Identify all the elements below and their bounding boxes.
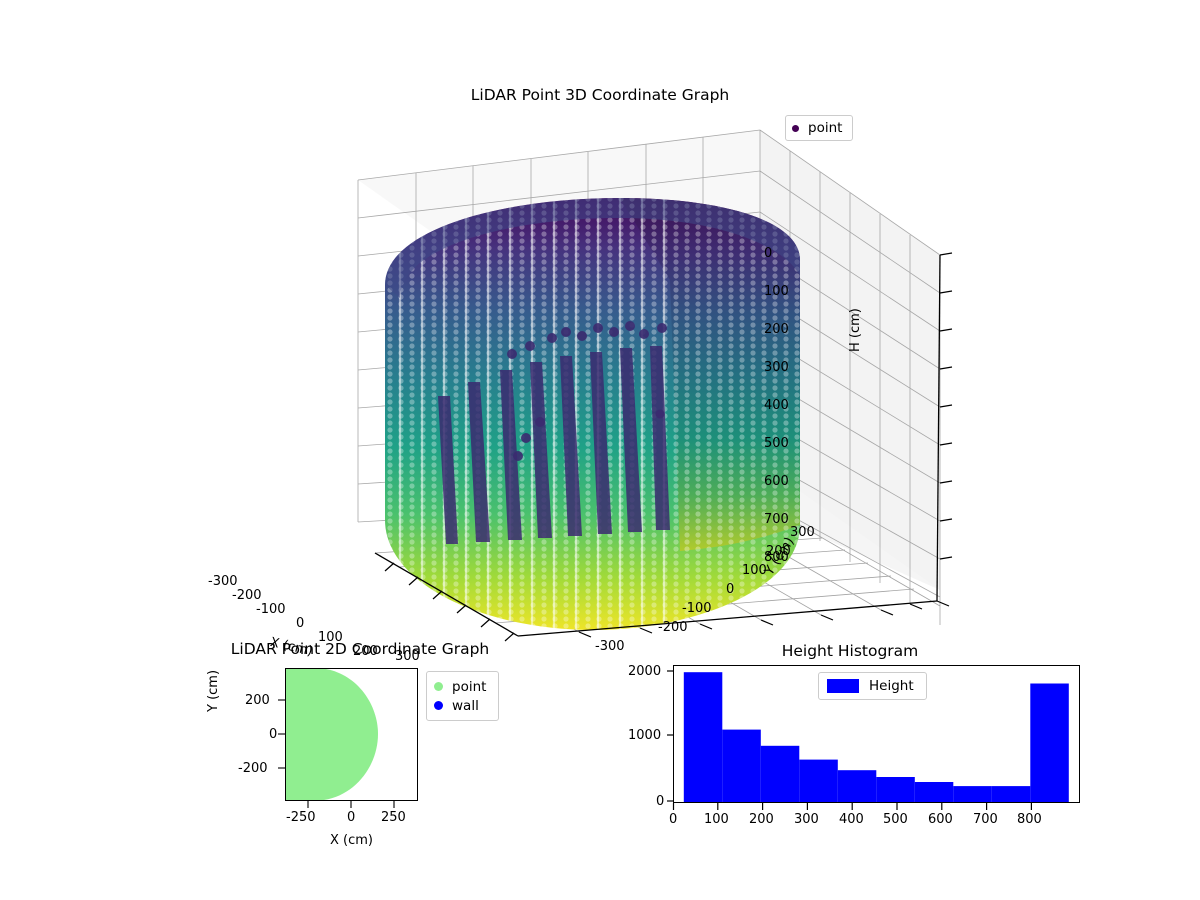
histogram-ytick-1000: 1000 bbox=[628, 728, 662, 743]
histogram-ytick-0: 0 bbox=[656, 794, 665, 809]
histogram-xtick-400: 400 bbox=[839, 812, 864, 827]
histogram-xtick-0: 0 bbox=[669, 812, 678, 827]
plot2d-xtick-marks bbox=[307, 801, 395, 808]
plot2d-ytick-0: 0 bbox=[269, 727, 278, 742]
ztick-800: 800 bbox=[764, 550, 789, 565]
xtick-200: 200 bbox=[353, 644, 378, 659]
axis-lines-3d bbox=[374, 254, 941, 637]
plot-3d-legend: point bbox=[785, 115, 854, 141]
histogram-ytick-marks bbox=[667, 670, 674, 802]
plot-3d-canvas bbox=[200, 70, 1000, 670]
plot2d-xtick-250: 250 bbox=[381, 810, 406, 825]
histogram-xtick-800: 800 bbox=[1017, 812, 1042, 827]
plot2d-ytick-200: 200 bbox=[245, 693, 270, 708]
ztick-300: 300 bbox=[764, 360, 789, 375]
legend-row-point: point bbox=[434, 677, 486, 696]
xtick-n300: -300 bbox=[208, 574, 238, 589]
xtick-0: 0 bbox=[296, 616, 305, 631]
ztick-0: 0 bbox=[764, 246, 773, 261]
ztick-600: 600 bbox=[764, 474, 789, 489]
xtick-n200: -200 bbox=[232, 588, 262, 603]
ytick-200: 200 bbox=[766, 544, 791, 559]
wall-swatch-icon bbox=[434, 701, 443, 710]
plot-2d-frame bbox=[285, 668, 418, 801]
ztick-200: 200 bbox=[764, 322, 789, 337]
plot-height-histogram: Height Histogram He bbox=[620, 640, 1100, 840]
plot2d-xtick-0: 0 bbox=[347, 810, 356, 825]
point-swatch-icon bbox=[434, 682, 443, 691]
histogram-xtick-500: 500 bbox=[883, 812, 908, 827]
zaxis-ticks-3d bbox=[939, 252, 953, 560]
histogram-canvas bbox=[683, 672, 1069, 802]
histogram-xtick-200: 200 bbox=[749, 812, 774, 827]
xaxis-ticks-3d bbox=[384, 562, 515, 642]
histogram-xtick-300: 300 bbox=[794, 812, 819, 827]
ytick-n100: -100 bbox=[682, 601, 712, 616]
histogram-ytick-2000: 2000 bbox=[628, 664, 662, 679]
histogram-bars bbox=[683, 672, 1069, 802]
legend-label-point: point bbox=[452, 678, 487, 695]
xtick-n100: -100 bbox=[256, 602, 286, 617]
plot-3d-title: LiDAR Point 3D Coordinate Graph bbox=[470, 86, 730, 104]
plot-2d-footprint: LiDAR Point 2D Coordinate Graph point wa… bbox=[190, 640, 540, 865]
ytick-n200: -200 bbox=[658, 620, 688, 635]
plot-2d-canvas bbox=[286, 669, 378, 800]
xtick-100: 100 bbox=[318, 630, 343, 645]
legend-label-height: Height bbox=[869, 678, 914, 694]
plot-2d-legend: point wall bbox=[426, 671, 500, 721]
plot2d-ytick-marks bbox=[278, 699, 285, 769]
histogram-xtick-100: 100 bbox=[704, 812, 729, 827]
legend-label-point: point bbox=[808, 120, 843, 136]
plot2d-ytick-n200: -200 bbox=[238, 761, 268, 776]
grid-back-right bbox=[759, 129, 941, 625]
histogram-xtick-marks bbox=[672, 803, 1032, 810]
legend-label-wall: wall bbox=[452, 697, 479, 714]
ztick-100: 100 bbox=[764, 284, 789, 299]
height-swatch-icon bbox=[827, 679, 859, 693]
plot2d-yaxis-label: Y (cm) bbox=[206, 669, 221, 712]
plot-2d-title: LiDAR Point 2D Coordinate Graph bbox=[230, 640, 490, 658]
plot-3d-pointcloud: LiDAR Point 3D Coordinate Graph point bbox=[200, 70, 1000, 670]
ytick-n300: -300 bbox=[595, 639, 625, 654]
pointcloud-3d bbox=[385, 198, 800, 630]
plot2d-xaxis-label: X (cm) bbox=[330, 833, 373, 848]
plot2d-xtick-n250: -250 bbox=[286, 810, 316, 825]
histogram-legend: Height bbox=[818, 672, 927, 700]
ytick-100: 100 bbox=[742, 563, 767, 578]
histogram-xtick-600: 600 bbox=[928, 812, 953, 827]
footprint-point-region bbox=[286, 669, 378, 800]
point-marker-icon bbox=[792, 124, 799, 132]
zaxis-label: H (cm) bbox=[848, 308, 863, 352]
ztick-500: 500 bbox=[764, 436, 789, 451]
legend-row-wall: wall bbox=[434, 696, 486, 715]
histogram-title: Height Histogram bbox=[781, 642, 919, 660]
yaxis-ticks-3d bbox=[578, 600, 950, 638]
xtick-300: 300 bbox=[395, 649, 420, 664]
histogram-xtick-700: 700 bbox=[973, 812, 998, 827]
ytick-300: 300 bbox=[790, 525, 815, 540]
ytick-0: 0 bbox=[726, 582, 735, 597]
ztick-700: 700 bbox=[764, 512, 789, 527]
ztick-400: 400 bbox=[764, 398, 789, 413]
